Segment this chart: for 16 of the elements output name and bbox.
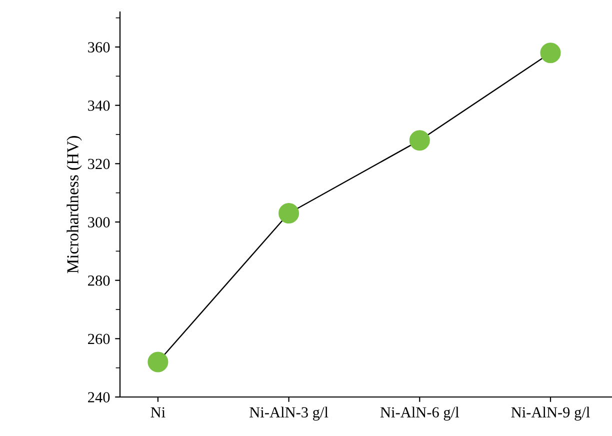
- y-tick-label: 240: [88, 392, 110, 402]
- point: [278, 202, 300, 224]
- x-tick-label: Ni-AlN-3 g/l: [250, 406, 328, 421]
- x-tick-label: Ni-AlN-9 g/l: [511, 406, 590, 421]
- point: [148, 352, 168, 372]
- point: [409, 130, 430, 151]
- y-axis-title: Microhardness (HV): [66, 136, 82, 274]
- y-tick-label: 280: [88, 275, 110, 286]
- x-tick-label: Ni: [150, 407, 166, 418]
- y-tick-label: 340: [88, 100, 110, 111]
- y-tick-label: 300: [88, 217, 110, 228]
- point: [540, 42, 561, 64]
- y-tick-label: 360: [88, 42, 110, 52]
- x-tick-label: Ni-AlN-6 g/l: [380, 406, 460, 421]
- y-tick-label: 320: [88, 158, 110, 170]
- y-tick-label: 260: [88, 334, 110, 344]
